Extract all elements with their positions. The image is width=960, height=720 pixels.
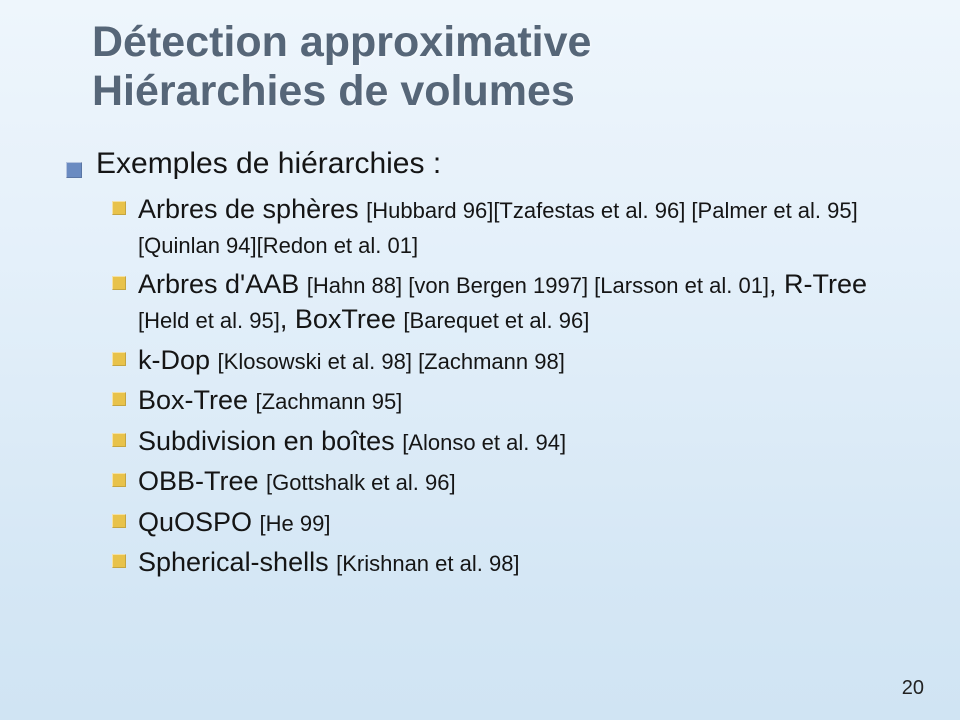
item-main: k-Dop [138,345,218,375]
list-item: QuOSPO [He 99] [112,505,900,540]
level1-text: Exemples de hiérarchies : [96,145,441,183]
item-ref: [Zachmann 95] [256,389,403,414]
list-item-content: Subdivision en boîtes [Alonso et al. 94] [138,424,566,459]
slide-title: Détection approximative Hiérarchies de v… [0,0,960,123]
list-item-content: Arbres de sphères [Hubbard 96][Tzafestas… [138,192,900,261]
title-line-2: Hiérarchies de volumes [92,67,575,115]
square-bullet-icon [112,352,126,366]
item-main: , BoxTree [280,304,404,334]
list-item: Box-Tree [Zachmann 95] [112,383,900,418]
item-main: , R-Tree [769,269,867,299]
square-bullet-icon [112,201,126,215]
list-item-content: Spherical-shells [Krishnan et al. 98] [138,545,520,580]
bullet-level1: Exemples de hiérarchies : [66,145,900,183]
item-ref: [Krishnan et al. 98] [336,551,519,576]
item-ref: [Barequet et al. 96] [403,308,589,333]
item-main: Arbres de sphères [138,194,366,224]
list-item-content: k-Dop [Klosowski et al. 98] [Zachmann 98… [138,343,565,378]
square-bullet-icon [112,473,126,487]
item-ref: [He 99] [260,511,331,536]
item-ref: [Held et al. 95] [138,308,280,333]
title-line-1: Détection approximative [92,18,591,66]
list-item: k-Dop [Klosowski et al. 98] [Zachmann 98… [112,343,900,378]
slide: Détection approximative Hiérarchies de v… [0,0,960,720]
list-item: Spherical-shells [Krishnan et al. 98] [112,545,900,580]
item-ref: [Hahn 88] [von Bergen 1997] [Larsson et … [307,273,769,298]
item-main: Box-Tree [138,385,256,415]
item-ref: [Alonso et al. 94] [402,430,566,455]
item-main: OBB-Tree [138,466,266,496]
list-item: Subdivision en boîtes [Alonso et al. 94] [112,424,900,459]
slide-body: Exemples de hiérarchies : Arbres de sphè… [0,123,960,580]
item-ref: [Klosowski et al. 98] [Zachmann 98] [218,349,565,374]
item-ref: [Gottshalk et al. 96] [266,470,456,495]
item-main: Subdivision en boîtes [138,426,402,456]
list-item-content: QuOSPO [He 99] [138,505,330,540]
list-item: OBB-Tree [Gottshalk et al. 96] [112,464,900,499]
list-item: Arbres d'AAB [Hahn 88] [von Bergen 1997]… [112,267,900,336]
page-number: 20 [902,677,924,700]
item-main: Spherical-shells [138,547,336,577]
list-item-content: Box-Tree [Zachmann 95] [138,383,402,418]
list-item-content: OBB-Tree [Gottshalk et al. 96] [138,464,456,499]
list-item-content: Arbres d'AAB [Hahn 88] [von Bergen 1997]… [138,267,900,336]
square-bullet-icon [112,554,126,568]
square-bullet-icon [112,392,126,406]
item-main: Arbres d'AAB [138,269,307,299]
square-bullet-icon [112,514,126,528]
list-item: Arbres de sphères [Hubbard 96][Tzafestas… [112,192,900,261]
item-main: QuOSPO [138,507,260,537]
square-bullet-icon [112,276,126,290]
square-bullet-icon [112,433,126,447]
square-bullet-icon [66,162,82,178]
